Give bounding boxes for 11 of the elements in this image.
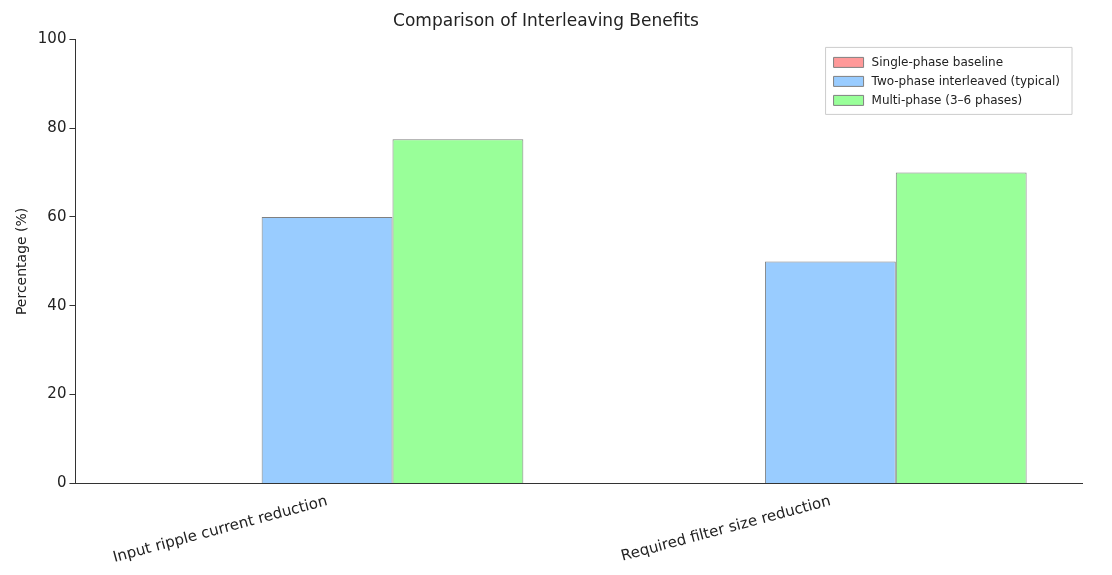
legend-label: Single-phase baseline [871,54,1004,69]
y-tick-label: 40 [47,295,67,314]
legend-label: Two-phase interleaved (typical) [870,73,1061,88]
y-tick-label: 80 [47,118,67,137]
y-tick-label: 60 [47,206,67,225]
y-tick-label: 0 [56,473,67,492]
y-tick-label: 100 [37,29,67,48]
y-axis-title: Percentage (%) [13,207,30,316]
chart-title: Comparison of Interleaving Benefits [393,9,700,30]
legend-label: Multi-phase (3–6 phases) [871,92,1023,107]
y-tick-label: 20 [47,384,67,403]
